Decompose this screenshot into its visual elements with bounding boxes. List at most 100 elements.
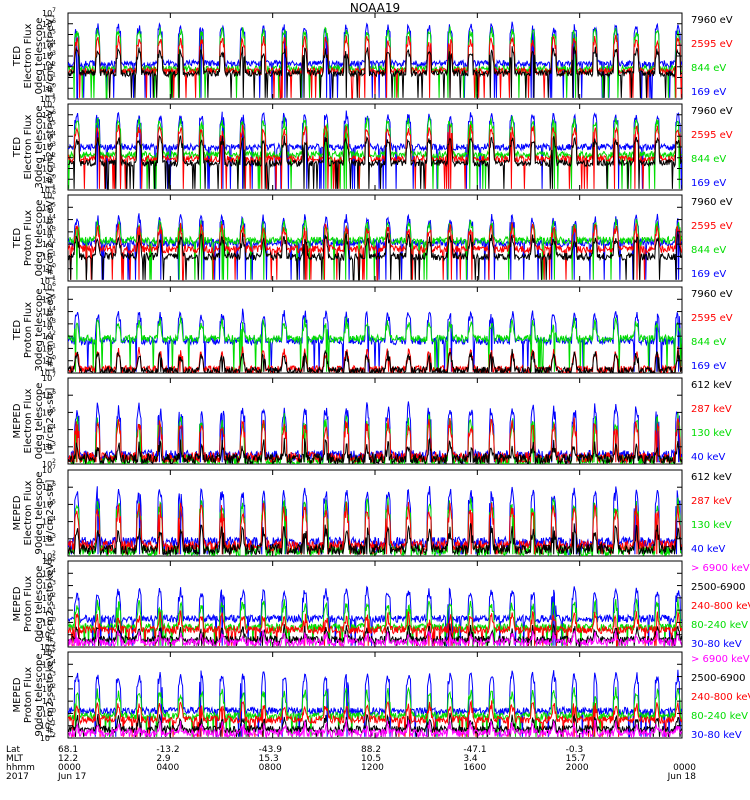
y-tick-label: 105 bbox=[42, 201, 56, 212]
y-axis-label-quantity: Electron Flux bbox=[23, 114, 34, 180]
legend-entry: 130 keV bbox=[691, 520, 732, 531]
panel-5: 102 103 104 105 106 107 bbox=[42, 372, 683, 469]
y-axis-label-instrument: MEPED bbox=[12, 677, 23, 713]
y-tick-label: 104 bbox=[42, 658, 56, 669]
y-tick-label: 106 bbox=[42, 109, 56, 120]
legend-entry: 2595 eV bbox=[691, 130, 733, 141]
y-axis-label-telescope: 30deg telescope bbox=[34, 105, 45, 189]
y-tick-label: 106 bbox=[42, 389, 56, 400]
y-axis-label-quantity: Electron Flux bbox=[23, 388, 34, 454]
series-line-2595-ev bbox=[68, 222, 682, 281]
y-axis-label: TED Proton Flux 0deg telescope [#/cm2-s-str… bbox=[12, 195, 56, 281]
y-axis-label-units: [#/cm2-s-str] bbox=[45, 479, 56, 547]
y-axis-label-units: [#/cm2-s-str] bbox=[45, 387, 56, 455]
legend-entry: 169 eV bbox=[691, 361, 727, 372]
y-tick-label: 102 bbox=[42, 458, 56, 469]
y-tick-label: 104 bbox=[42, 214, 56, 225]
x-tick-label-hhmm: 0400 bbox=[156, 763, 180, 773]
y-tick-label: 10-1 bbox=[40, 275, 56, 286]
y-tick-label: 106 bbox=[42, 481, 56, 492]
series-line-2595-ev bbox=[68, 124, 682, 189]
series-line-30-80-kev bbox=[68, 669, 682, 738]
y-tick-label: 103 bbox=[42, 533, 56, 544]
x-tick-label-lat: -0.3 bbox=[565, 745, 584, 755]
y-tick-label: 10-1 bbox=[40, 184, 56, 195]
y-tick-label: 105 bbox=[42, 555, 56, 566]
y-tick-label: 10-2 bbox=[40, 732, 56, 743]
legend-entry: 2595 eV bbox=[691, 221, 733, 232]
legend-entry: 30-80 keV bbox=[691, 730, 742, 741]
x-tick-label-lat: -47.1 bbox=[463, 745, 487, 755]
legend-entry: 612 keV bbox=[691, 380, 732, 391]
legend-entry: 844 eV bbox=[691, 245, 727, 256]
series-line-7960-ev bbox=[68, 232, 682, 281]
y-tick-label: 105 bbox=[42, 406, 56, 417]
y-tick-label: 101 bbox=[42, 695, 56, 706]
y-axis-label-units: [#/cm2-s-str-eV] bbox=[45, 196, 56, 280]
y-axis-label: MEPED Electron Flux 0deg telescope [#/cm2-s… bbox=[12, 378, 56, 464]
x-tick-label-hhmm: 0800 bbox=[258, 763, 282, 773]
series-line-7960-ev bbox=[68, 46, 682, 98]
y-tick-label: 102 bbox=[42, 683, 56, 694]
x-tick-label-mlt: 3.4 bbox=[463, 754, 478, 764]
y-axis-label-quantity: Proton Flux bbox=[23, 575, 34, 633]
x-tick-label-lat: -13.2 bbox=[156, 745, 180, 755]
legend-entry: 7960 eV bbox=[691, 289, 733, 300]
y-tick-label: 107 bbox=[42, 98, 56, 109]
y-axis-label-quantity: Electron Flux bbox=[23, 480, 34, 546]
y-tick-label: 10-1 bbox=[40, 720, 56, 731]
x-tick-label-lat: 88.2 bbox=[361, 745, 382, 755]
y-axis-label: MEPED Electron Flux 90deg telescope [#/cm2-… bbox=[12, 470, 56, 556]
y-tick-label: 103 bbox=[42, 318, 56, 329]
y-axis-label-telescope: 90deg telescope bbox=[34, 653, 45, 737]
y-tick-label: 106 bbox=[42, 281, 56, 292]
y-axis-label: TED Electron Flux 0deg telescope [#/cm2-s-s… bbox=[12, 13, 56, 99]
panel-6: 102 103 104 105 106 107 bbox=[42, 464, 683, 561]
y-tick-label: 100 bbox=[42, 173, 56, 184]
y-tick-label: 102 bbox=[42, 330, 56, 341]
series-line-7960-ev bbox=[68, 135, 682, 190]
y-axis-label-instrument: TED bbox=[12, 136, 23, 158]
y-tick-label: 102 bbox=[42, 152, 56, 163]
y-tick-label: 100 bbox=[42, 707, 56, 718]
y-tick-label: 104 bbox=[42, 424, 56, 435]
y-axis-label-quantity: Electron Flux bbox=[23, 23, 34, 89]
legend-entry: 844 eV bbox=[691, 337, 727, 348]
x-tick-label-hhmm: 1200 bbox=[361, 763, 384, 773]
y-tick-label: 10-1 bbox=[40, 93, 56, 104]
y-tick-label: 101 bbox=[42, 72, 56, 83]
y-tick-label: 102 bbox=[42, 592, 56, 603]
y-axis-label-quantity: Proton Flux bbox=[23, 301, 34, 359]
legend-entry: 7960 eV bbox=[691, 15, 733, 26]
y-tick-label: 105 bbox=[42, 646, 56, 657]
legend-entry: 80-240 keV bbox=[691, 711, 749, 722]
y-axis-label-units: [#/cm2-s-str-eV] bbox=[45, 105, 56, 189]
legend-entry: 7960 eV bbox=[691, 106, 733, 117]
x-tick-label-date: Jun 17 bbox=[58, 772, 87, 782]
y-axis-label: TED Electron Flux 30deg telescope [#/cm2-s-… bbox=[12, 104, 56, 190]
legend-entry: 287 keV bbox=[691, 496, 732, 507]
x-tick-label-hhmm: 0000 bbox=[673, 763, 696, 773]
legend-entry: 2500-6900 bbox=[691, 673, 746, 684]
legend-entry: 40 keV bbox=[691, 452, 726, 463]
series-line-844-ev bbox=[68, 316, 682, 373]
y-tick-label: 100 bbox=[42, 82, 56, 93]
x-tick-label-date: Jun 18 bbox=[667, 772, 696, 782]
y-axis-label-instrument: TED bbox=[12, 319, 23, 341]
series-line-844-ev bbox=[68, 115, 682, 189]
legend-entry: 2500-6900 bbox=[691, 582, 746, 593]
y-tick-label: 106 bbox=[42, 189, 56, 200]
series-line-240-800-kev bbox=[68, 699, 682, 737]
legend-entry: 169 eV bbox=[691, 87, 727, 98]
chart-title: NOAA19 bbox=[349, 1, 401, 15]
series-line-844-ev bbox=[68, 218, 682, 280]
y-axis-label: MEPED Proton Flux 0deg telescope [#/cm2-s-s… bbox=[12, 559, 56, 647]
x-tick-label-lat: -43.9 bbox=[258, 745, 282, 755]
x-tick-label-hhmm: 2000 bbox=[565, 763, 589, 773]
y-axis-label-telescope: 0deg telescope bbox=[34, 17, 45, 95]
